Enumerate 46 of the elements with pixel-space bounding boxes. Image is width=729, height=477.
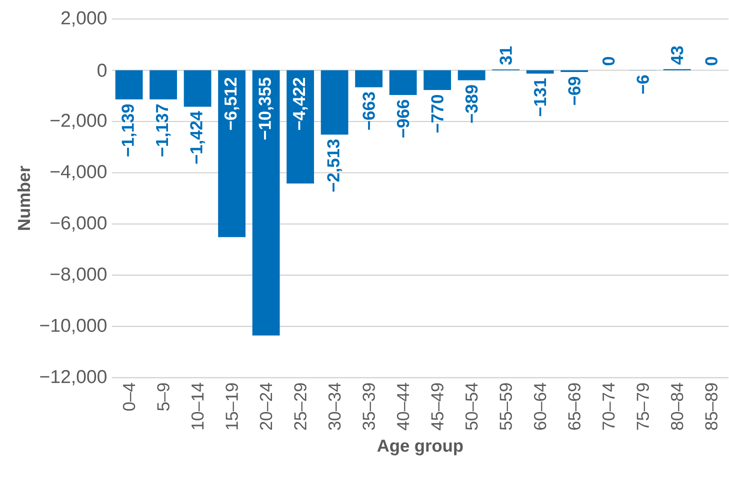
x-tick-label: 35–39 [362,383,375,430]
data-label: −6 [636,75,649,94]
x-tick-label: 20–24 [260,383,272,430]
data-label: −4,422 [292,78,308,130]
data-label: −2,513 [327,140,342,192]
data-label: −10,355 [258,78,274,140]
data-label: −966 [396,100,410,138]
data-label: −389 [465,85,478,123]
x-tick-label: 70–74 [602,383,615,430]
data-label: 31 [500,46,512,65]
x-tick-label: 30–34 [328,383,341,430]
x-tick-label: 60–64 [534,383,546,430]
x-tick-label: 55–59 [500,383,512,430]
y-tick-label: −2,000 [50,114,106,130]
y-tick-label: −6,000 [50,216,106,232]
y-tick-label: −10,000 [40,318,106,334]
x-tick-label: 45–49 [431,383,444,430]
y-tick-label: 2,000 [61,11,106,27]
x-tick-label: 15–19 [226,383,238,430]
x-tick-label: 40–44 [396,383,410,430]
data-label: −1,137 [156,104,171,157]
x-tick-label: 10–14 [191,383,204,430]
data-label: 0 [602,57,615,66]
x-tick-label: 25–29 [294,383,306,430]
data-label: 43 [670,46,684,65]
x-tick-label: 80–84 [670,383,684,430]
x-tick-label: 85–89 [705,383,718,430]
data-label: −69 [568,77,580,106]
data-label: −663 [362,92,375,130]
x-tick-label: 65–69 [568,383,580,430]
y-tick-label: −8,000 [50,268,106,284]
data-label: −6,512 [224,78,240,130]
data-label: −1,139 [122,104,136,157]
y-axis-title: Number [17,166,30,230]
y-tick-label: −12,000 [40,370,106,386]
data-label: −131 [534,78,546,116]
x-tick-label: 75–79 [636,383,649,430]
data-label: 0 [705,57,718,66]
x-tick-label: 0–4 [122,383,136,411]
data-label: −1,424 [190,111,205,164]
x-axis-title: Age group [377,440,463,456]
data-label: −770 [431,95,444,133]
x-tick-label: 5–9 [157,383,170,411]
y-tick-label: 0 [98,64,106,78]
y-tick-label: −4,000 [50,165,106,181]
x-tick-label: 50–54 [465,383,478,430]
